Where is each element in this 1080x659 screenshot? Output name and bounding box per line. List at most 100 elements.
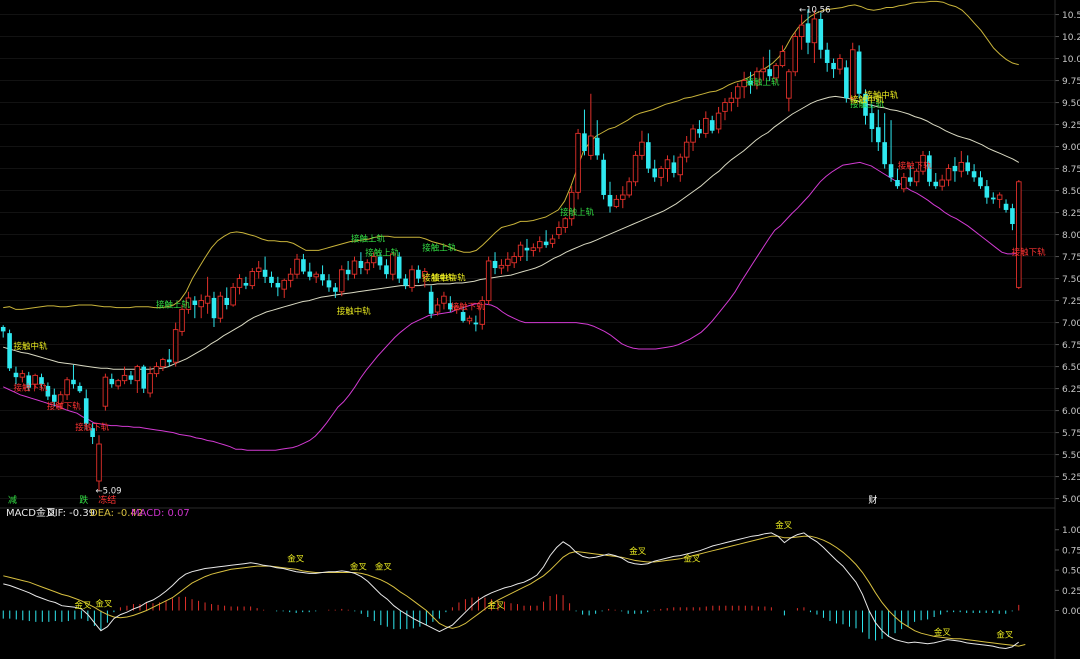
candle-body[interactable]	[511, 256, 517, 264]
candle-body[interactable]	[255, 267, 262, 272]
candle-body[interactable]	[466, 317, 473, 322]
candle-body[interactable]	[409, 269, 415, 288]
candle-body[interactable]	[26, 375, 32, 388]
candle-body[interactable]	[582, 133, 587, 151]
candle-body[interactable]	[664, 159, 671, 170]
candle-body[interactable]	[575, 132, 581, 193]
candle-body[interactable]	[249, 271, 256, 287]
candle-body[interactable]	[377, 256, 383, 266]
candle-body[interactable]	[313, 273, 319, 278]
candle-body[interactable]	[166, 359, 172, 363]
candle-body[interactable]	[370, 256, 377, 264]
candle-body[interactable]	[844, 67, 849, 99]
candle-body[interactable]	[594, 137, 600, 156]
candle-body[interactable]	[728, 97, 735, 104]
candle-body[interactable]	[498, 264, 505, 269]
candle-body[interactable]	[754, 71, 760, 86]
candle-body[interactable]	[77, 385, 83, 392]
candle-body[interactable]	[856, 51, 862, 94]
candle-body[interactable]	[805, 23, 811, 43]
candle-body[interactable]	[607, 194, 613, 207]
candle-body[interactable]	[134, 366, 141, 382]
candle-body[interactable]	[358, 260, 364, 269]
candle-body[interactable]	[7, 333, 12, 369]
candle-body[interactable]	[971, 171, 977, 178]
candle-body[interactable]	[849, 49, 856, 99]
candle-body[interactable]	[301, 259, 306, 272]
candle-body[interactable]	[524, 247, 530, 251]
candle-body[interactable]	[913, 170, 920, 183]
candle-body[interactable]	[990, 197, 996, 200]
candle-body[interactable]	[639, 141, 645, 156]
candle-body[interactable]	[697, 128, 702, 134]
candle-body[interactable]	[626, 181, 632, 196]
candle-body[interactable]	[230, 286, 236, 306]
candle-body[interactable]	[939, 179, 945, 187]
candle-body[interactable]	[441, 295, 447, 304]
candle-body[interactable]	[888, 164, 894, 178]
candle-body[interactable]	[345, 269, 351, 275]
candle-body[interactable]	[422, 271, 428, 278]
candle-body[interactable]	[632, 154, 639, 183]
candle-body[interactable]	[185, 297, 192, 310]
candle-body[interactable]	[735, 86, 741, 99]
candle-body[interactable]	[416, 269, 421, 279]
candle-body[interactable]	[652, 168, 658, 178]
candle-body[interactable]	[613, 198, 620, 207]
candle-body[interactable]	[172, 329, 179, 363]
candle-body[interactable]	[715, 112, 722, 130]
candle-body[interactable]	[211, 297, 217, 319]
candle-body[interactable]	[1003, 203, 1009, 210]
candle-body[interactable]	[837, 58, 843, 70]
candle-body[interactable]	[677, 156, 684, 176]
candle-body[interactable]	[798, 24, 805, 38]
candle-body[interactable]	[556, 227, 562, 236]
candle-body[interactable]	[160, 359, 166, 368]
candle-body[interactable]	[933, 181, 939, 187]
candle-body[interactable]	[748, 80, 753, 85]
candle-body[interactable]	[869, 113, 875, 129]
candle-body[interactable]	[620, 194, 626, 200]
candle-body[interactable]	[384, 265, 389, 275]
candle-body[interactable]	[128, 375, 134, 380]
candle-body[interactable]	[179, 308, 185, 332]
candle-body[interactable]	[57, 394, 64, 405]
candle-body[interactable]	[907, 177, 913, 182]
candle-body[interactable]	[434, 304, 441, 313]
candle-body[interactable]	[690, 128, 696, 143]
candle-body[interactable]	[64, 379, 70, 396]
candle-body[interactable]	[262, 269, 268, 277]
candle-body[interactable]	[811, 18, 818, 44]
candle-body[interactable]	[275, 282, 281, 288]
candle-body[interactable]	[773, 65, 779, 79]
candle-body[interactable]	[658, 168, 664, 178]
candle-body[interactable]	[709, 120, 715, 131]
candle-body[interactable]	[492, 260, 498, 269]
candle-body[interactable]	[901, 176, 907, 190]
candle-body[interactable]	[153, 366, 160, 375]
candle-body[interactable]	[958, 161, 965, 172]
candle-body[interactable]	[320, 274, 325, 281]
candle-body[interactable]	[269, 276, 274, 283]
candle-body[interactable]	[0, 326, 6, 332]
candle-body[interactable]	[895, 180, 900, 187]
candle-body[interactable]	[818, 18, 824, 50]
candle-body[interactable]	[39, 377, 44, 385]
price-panel[interactable]: 接触中轨接触下轨接触下轨接触下轨接触上轨接触中轨接触上轨接触上轨接触上轨接触中轨…	[0, 0, 1055, 506]
candle-body[interactable]	[683, 141, 690, 158]
candle-body[interactable]	[115, 380, 121, 387]
candle-body[interactable]	[403, 278, 408, 286]
candle-body[interactable]	[927, 155, 932, 182]
candle-body[interactable]	[1010, 208, 1015, 225]
candle-body[interactable]	[364, 262, 371, 271]
candle-body[interactable]	[920, 154, 926, 172]
candle-body[interactable]	[192, 300, 198, 305]
candle-body[interactable]	[831, 62, 836, 70]
candle-body[interactable]	[741, 80, 747, 88]
candle-body[interactable]	[1016, 181, 1022, 288]
candle-body[interactable]	[333, 287, 338, 292]
candle-body[interactable]	[767, 69, 772, 77]
candle-body[interactable]	[396, 256, 402, 279]
candle-body[interactable]	[792, 36, 798, 73]
